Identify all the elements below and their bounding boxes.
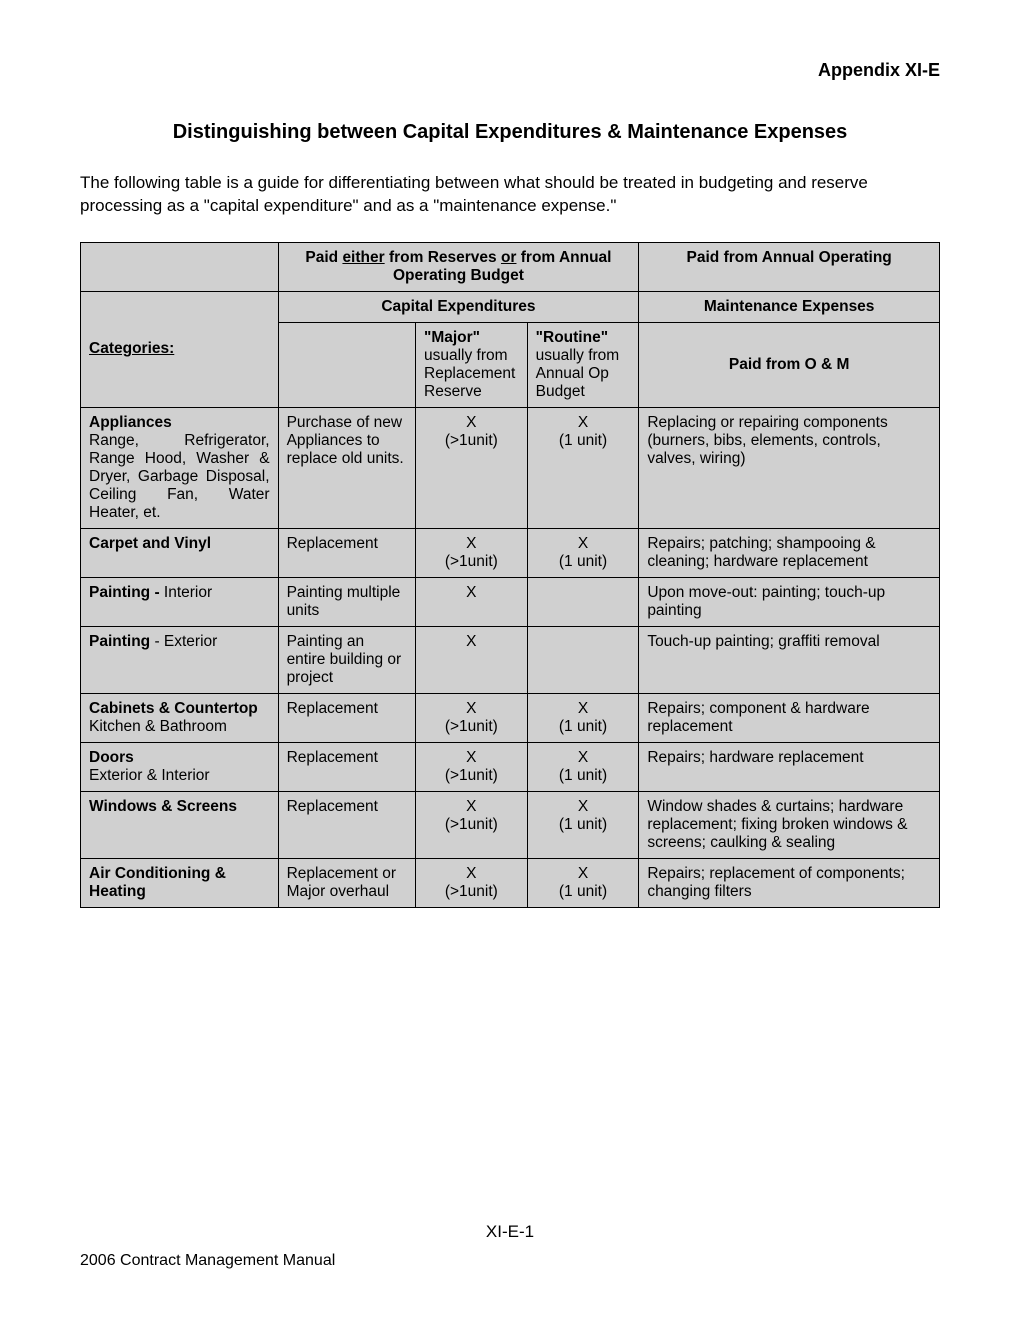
routine-cell: X(1 unit) [527,693,639,742]
header-routine: "Routine" usually from Annual Op Budget [527,322,639,407]
maint-cell: Touch-up painting; graffiti removal [639,626,940,693]
table-row: Air Conditioning & HeatingReplacement or… [81,858,940,907]
maint-cell: Replacing or repairing components (burne… [639,407,940,528]
header-capex: Capital Expenditures [278,291,639,322]
page-title: Distinguishing between Capital Expenditu… [80,121,940,144]
category-cell: Windows & Screens [81,791,279,858]
category-cell: Painting - Exterior [81,626,279,693]
header-blank-1 [81,242,279,291]
appendix-label: Appendix XI-E [80,60,940,81]
desc-cell: Replacement [278,528,415,577]
footer-text: 2006 Contract Management Manual [80,1252,940,1270]
header-annual: Paid from Annual Operating [639,242,940,291]
h1a-mid: from Reserves [385,249,501,266]
major-cell: X(>1unit) [416,858,528,907]
major-sub: usually from Replacement Reserve [424,347,515,400]
table-row: Cabinets & CountertopKitchen & BathroomR… [81,693,940,742]
desc-cell: Replacement [278,693,415,742]
maint-cell: Window shades & curtains; hardware repla… [639,791,940,858]
desc-cell: Painting multiple units [278,577,415,626]
intro-paragraph: The following table is a guide for diffe… [80,172,940,218]
table-row: Windows & ScreensReplacementX(>1unit)X(1… [81,791,940,858]
h1a-u1: either [342,249,384,266]
header-row-1: Paid either from Reserves or from Annual… [81,242,940,291]
desc-cell: Purchase of new Appliances to replace ol… [278,407,415,528]
footer: XI-E-1 2006 Contract Management Manual [80,1222,940,1270]
desc-cell: Painting an entire building or project [278,626,415,693]
table-body: AppliancesRange, Refrigerator, Range Hoo… [81,407,940,907]
routine-cell: X(1 unit) [527,858,639,907]
category-cell: AppliancesRange, Refrigerator, Range Hoo… [81,407,279,528]
routine-cell: X(1 unit) [527,407,639,528]
maint-cell: Repairs; patching; shampooing & cleaning… [639,528,940,577]
page: Appendix XI-E Distinguishing between Cap… [0,0,1020,1320]
routine-cell: X(1 unit) [527,791,639,858]
major-cell: X(>1unit) [416,742,528,791]
routine-label: "Routine" [536,329,608,346]
header-blank-2 [278,322,415,407]
category-cell: Carpet and Vinyl [81,528,279,577]
main-table: Paid either from Reserves or from Annual… [80,242,940,908]
categories-label: Categories: [89,340,174,357]
table-row: AppliancesRange, Refrigerator, Range Hoo… [81,407,940,528]
major-cell: X(>1unit) [416,528,528,577]
header-major: "Major" usually from Replacement Reserve [416,322,528,407]
h1a-u2: or [501,249,517,266]
routine-cell: X(1 unit) [527,528,639,577]
h1a-pre: Paid [305,249,342,266]
category-cell: DoorsExterior & Interior [81,742,279,791]
routine-cell: X(1 unit) [527,742,639,791]
desc-cell: Replacement [278,742,415,791]
maint-cell: Repairs; hardware replacement [639,742,940,791]
major-cell: X(>1unit) [416,407,528,528]
header-om: Paid from O & M [639,322,940,407]
major-label: "Major" [424,329,480,346]
table-row: Carpet and VinylReplacementX(>1unit)X(1 … [81,528,940,577]
category-cell: Painting - Interior [81,577,279,626]
header-categories: Categories: [81,291,279,407]
category-cell: Cabinets & CountertopKitchen & Bathroom [81,693,279,742]
page-number: XI-E-1 [80,1222,940,1242]
table-row: Painting - ExteriorPainting an entire bu… [81,626,940,693]
major-cell: X [416,626,528,693]
maint-cell: Repairs; replacement of components; chan… [639,858,940,907]
header-reserves: Paid either from Reserves or from Annual… [278,242,639,291]
major-cell: X [416,577,528,626]
maint-cell: Repairs; component & hardware replacemen… [639,693,940,742]
header-maint: Maintenance Expenses [639,291,940,322]
table-row: Painting - InteriorPainting multiple uni… [81,577,940,626]
routine-sub: usually from Annual Op Budget [536,347,620,400]
desc-cell: Replacement [278,791,415,858]
maint-cell: Upon move-out: painting; touch-up painti… [639,577,940,626]
routine-cell [527,577,639,626]
desc-cell: Replacement orMajor overhaul [278,858,415,907]
major-cell: X(>1unit) [416,791,528,858]
routine-cell [527,626,639,693]
category-cell: Air Conditioning & Heating [81,858,279,907]
table-row: DoorsExterior & InteriorReplacementX(>1u… [81,742,940,791]
major-cell: X(>1unit) [416,693,528,742]
header-row-2: Categories: Capital Expenditures Mainten… [81,291,940,322]
